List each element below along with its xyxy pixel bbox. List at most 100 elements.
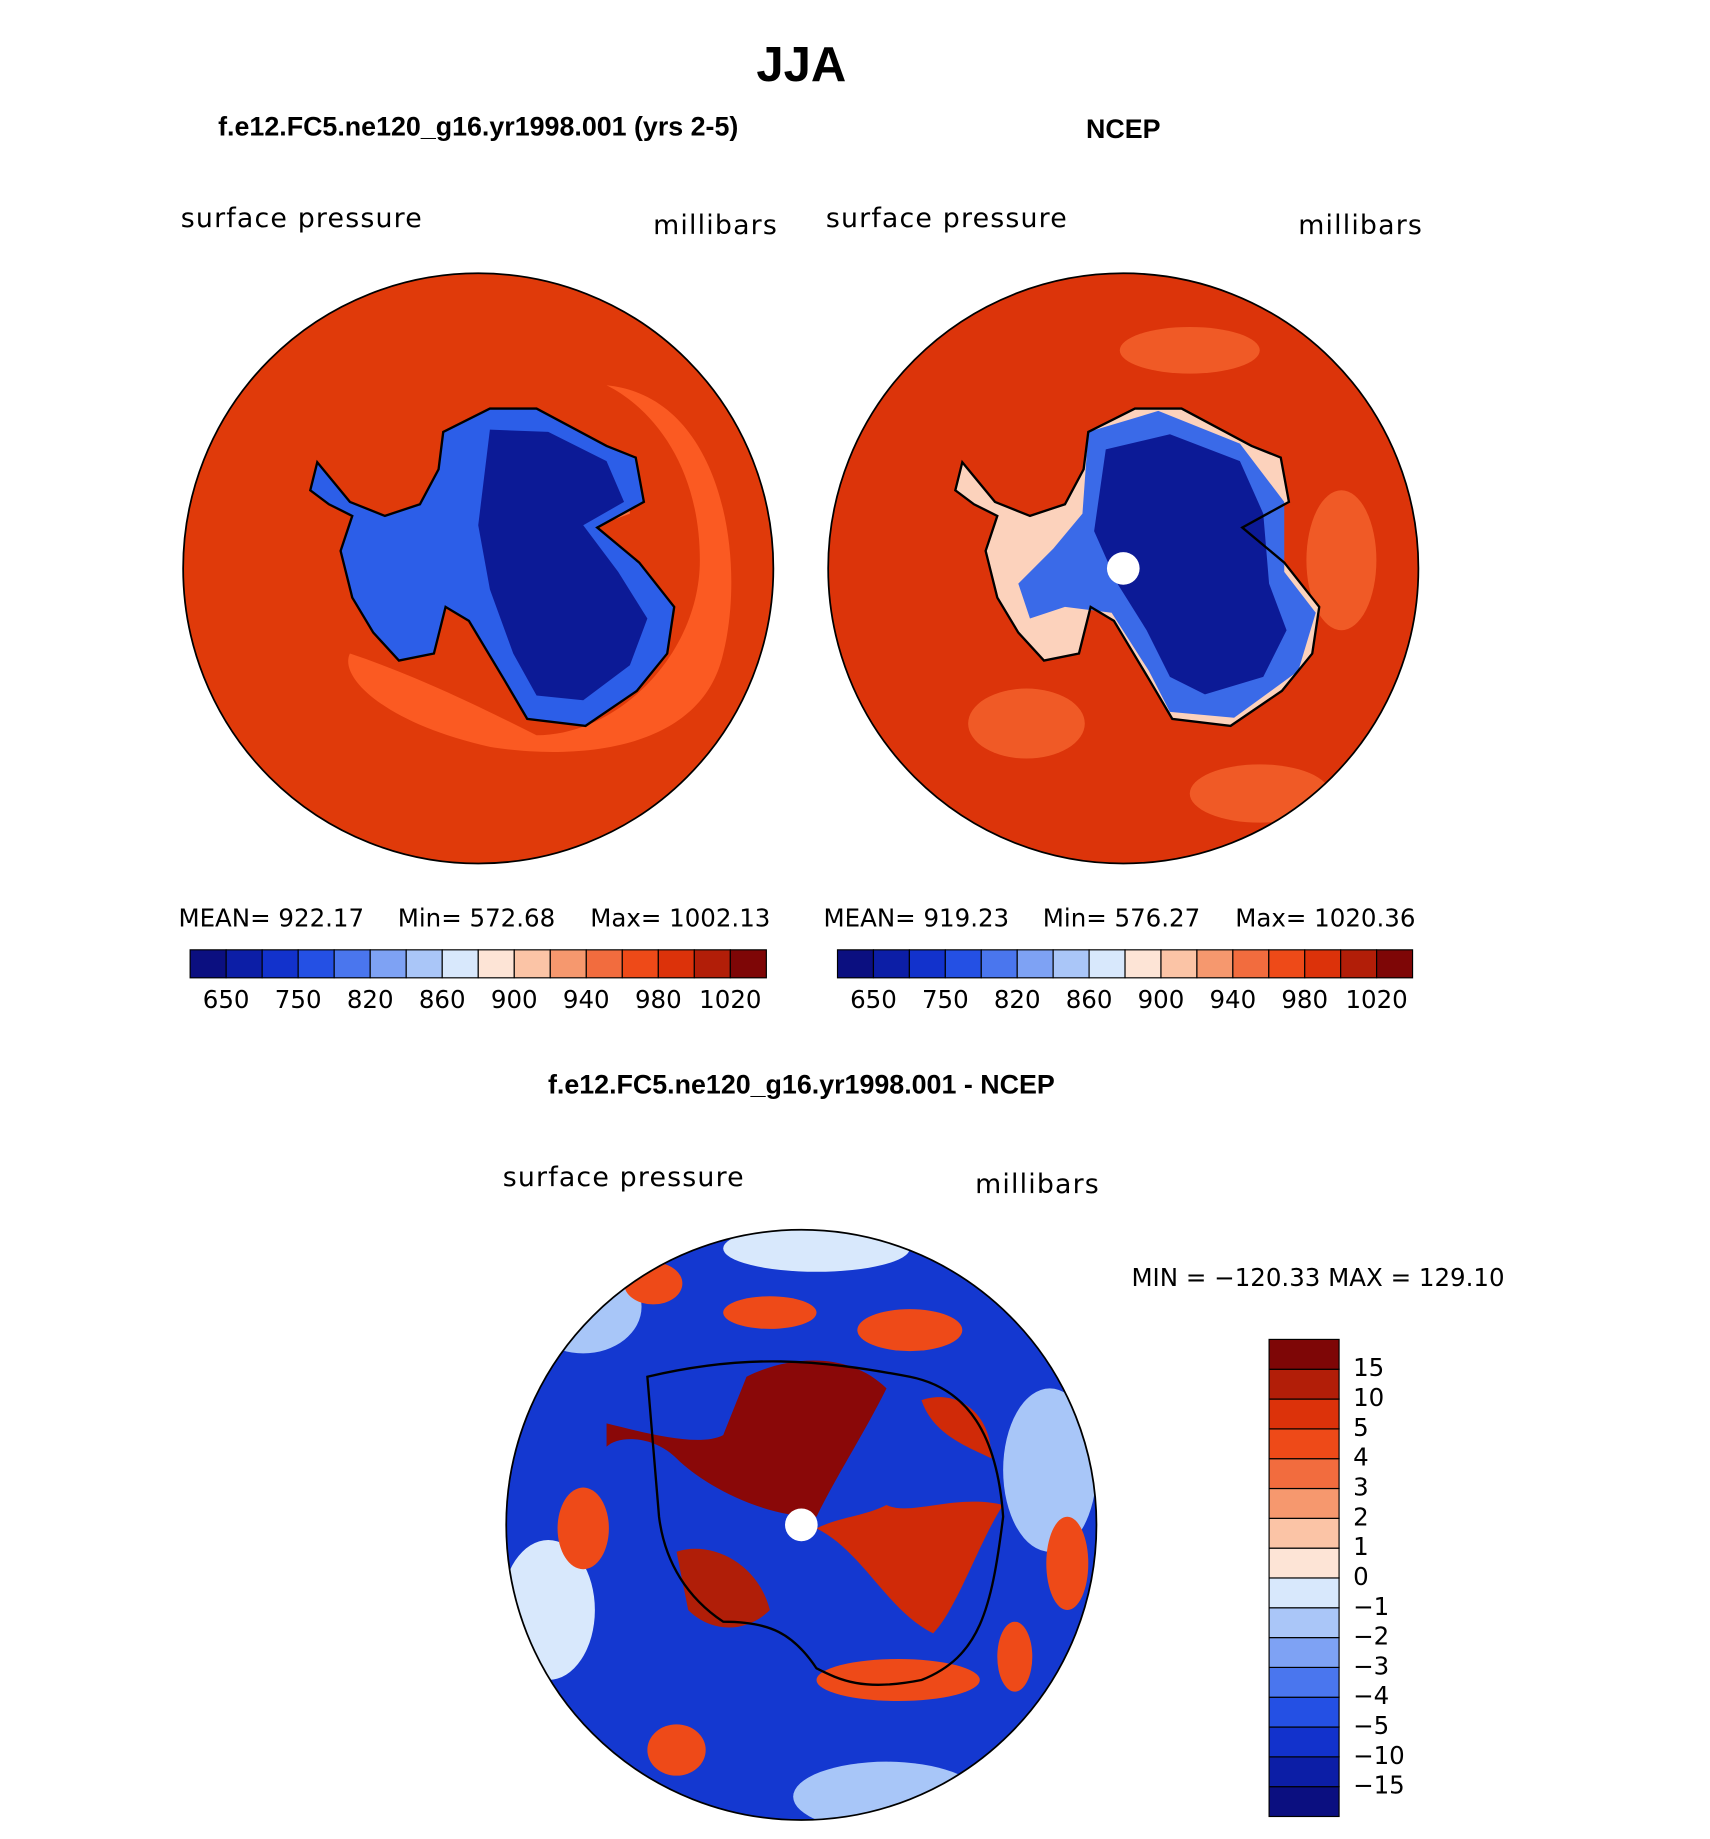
colorbar-box <box>585 949 623 979</box>
stat-label: Min= 576.27 <box>1043 904 1200 933</box>
colorbar-box <box>1268 1786 1340 1818</box>
stat-label: Max= 1020.36 <box>1235 904 1415 933</box>
colorbar-box <box>1268 1368 1340 1400</box>
map-border <box>182 272 775 865</box>
colorbar-box <box>1304 949 1342 979</box>
colorbar-box <box>1232 949 1270 979</box>
colorbar-label: 1020 <box>1345 985 1407 1014</box>
colorbar-box <box>1196 949 1234 979</box>
variable-label: surface pressure <box>503 1162 745 1193</box>
colorbar-label: −4 <box>1353 1681 1389 1710</box>
colorbar-box <box>1268 1666 1340 1698</box>
panel-title: f.e12.FC5.ne120_g16.yr1998.001 (yrs 2-5) <box>218 112 738 142</box>
colorbar-box <box>729 949 767 979</box>
colorbar-box <box>1268 1607 1340 1639</box>
colorbar-box <box>1268 1756 1340 1788</box>
colorbar-label: 750 <box>275 985 322 1014</box>
colorbar-box <box>189 949 227 979</box>
stat-label: MEAN= 922.17 <box>178 904 364 933</box>
colorbar-box <box>1268 1398 1340 1430</box>
stat-label: Min= 572.68 <box>398 904 555 933</box>
colorbar-box <box>477 949 515 979</box>
colorbar-box <box>333 949 371 979</box>
panel-title: NCEP <box>1086 114 1161 144</box>
colorbar-box <box>1268 1517 1340 1549</box>
colorbar-box <box>1268 1487 1340 1519</box>
colorbar-label: 860 <box>419 985 466 1014</box>
colorbar-box <box>369 949 407 979</box>
colorbar-label: 820 <box>994 985 1041 1014</box>
colorbar-box <box>980 949 1018 979</box>
stat-label: MIN = −120.33 MAX = 129.10 <box>1131 1263 1504 1292</box>
colorbar-box <box>1016 949 1054 979</box>
units-label: millibars <box>653 210 778 241</box>
colorbar-box <box>1268 1338 1340 1370</box>
colorbar-label: 900 <box>1138 985 1185 1014</box>
colorbar-label: 10 <box>1353 1383 1384 1412</box>
units-label: millibars <box>1298 210 1423 241</box>
colorbar-label: −10 <box>1353 1741 1405 1770</box>
colorbar-box <box>1268 1577 1340 1609</box>
colorbar-label: −15 <box>1353 1771 1405 1800</box>
variable-label: surface pressure <box>826 203 1068 234</box>
panel-title: f.e12.FC5.ne120_g16.yr1998.001 - NCEP <box>548 1069 1055 1099</box>
colorbar-box <box>1268 949 1306 979</box>
colorbar-label: 15 <box>1353 1353 1384 1382</box>
colorbar-box <box>836 949 875 979</box>
colorbar-label: 0 <box>1353 1562 1369 1591</box>
colorbar-label: −1 <box>1353 1592 1389 1621</box>
colorbar-box <box>441 949 479 979</box>
colorbar-label: −3 <box>1353 1651 1389 1680</box>
colorbar-box <box>1088 949 1126 979</box>
colorbar-box <box>225 949 263 979</box>
colorbar-box <box>405 949 443 979</box>
colorbar-box <box>1268 1428 1340 1460</box>
colorbar-label: 4 <box>1353 1443 1369 1472</box>
colorbar-box <box>1052 949 1090 979</box>
colorbar-label: −5 <box>1353 1711 1389 1740</box>
colorbar-label: 1020 <box>699 985 761 1014</box>
colorbar-box <box>1268 1547 1340 1579</box>
stat-label: Max= 1002.13 <box>590 904 770 933</box>
colorbar-box <box>657 949 695 979</box>
variable-label: surface pressure <box>181 203 423 234</box>
colorbar-label: 3 <box>1353 1473 1369 1502</box>
colorbar-box <box>693 949 731 979</box>
colorbar-box <box>944 949 982 979</box>
colorbar-label: 1 <box>1353 1532 1369 1561</box>
colorbar-box <box>1376 949 1414 979</box>
colorbar-box <box>1160 949 1198 979</box>
figure-title: JJA <box>756 38 846 92</box>
colorbar-label: 980 <box>1281 985 1328 1014</box>
colorbar-label: 940 <box>563 985 610 1014</box>
colorbar-box <box>621 949 659 979</box>
colorbar-box <box>261 949 299 979</box>
colorbar-label: 750 <box>922 985 969 1014</box>
colorbar-label: 860 <box>1066 985 1113 1014</box>
colorbar-label: 940 <box>1209 985 1256 1014</box>
stat-label: MEAN= 919.23 <box>824 904 1010 933</box>
colorbar-box <box>513 949 551 979</box>
colorbar-box <box>1268 1458 1340 1490</box>
colorbar-label: 650 <box>203 985 250 1014</box>
colorbar-box <box>1268 1696 1340 1728</box>
colorbar-box <box>872 949 910 979</box>
colorbar-label: 5 <box>1353 1413 1369 1442</box>
map-border <box>505 1228 1098 1821</box>
colorbar-box <box>1268 1726 1340 1758</box>
colorbar-box <box>1340 949 1378 979</box>
colorbar-box <box>549 949 587 979</box>
map-border <box>827 272 1420 865</box>
colorbar-label: 2 <box>1353 1502 1369 1531</box>
map <box>183 273 774 864</box>
colorbar-label: 900 <box>491 985 538 1014</box>
colorbar-box <box>908 949 946 979</box>
colorbar-label: −2 <box>1353 1622 1389 1651</box>
colorbar-box <box>1268 1637 1340 1668</box>
colorbar-label: 980 <box>635 985 682 1014</box>
colorbar-box <box>297 949 335 979</box>
units-label: millibars <box>975 1169 1100 1200</box>
colorbar-label: 820 <box>347 985 394 1014</box>
colorbar-label: 650 <box>850 985 897 1014</box>
